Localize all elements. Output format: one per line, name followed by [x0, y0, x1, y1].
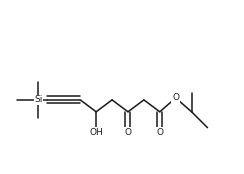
- Text: Si: Si: [34, 95, 43, 104]
- Text: O: O: [124, 128, 132, 137]
- Text: O: O: [156, 128, 163, 137]
- Text: O: O: [172, 93, 179, 102]
- Text: OH: OH: [89, 128, 103, 137]
